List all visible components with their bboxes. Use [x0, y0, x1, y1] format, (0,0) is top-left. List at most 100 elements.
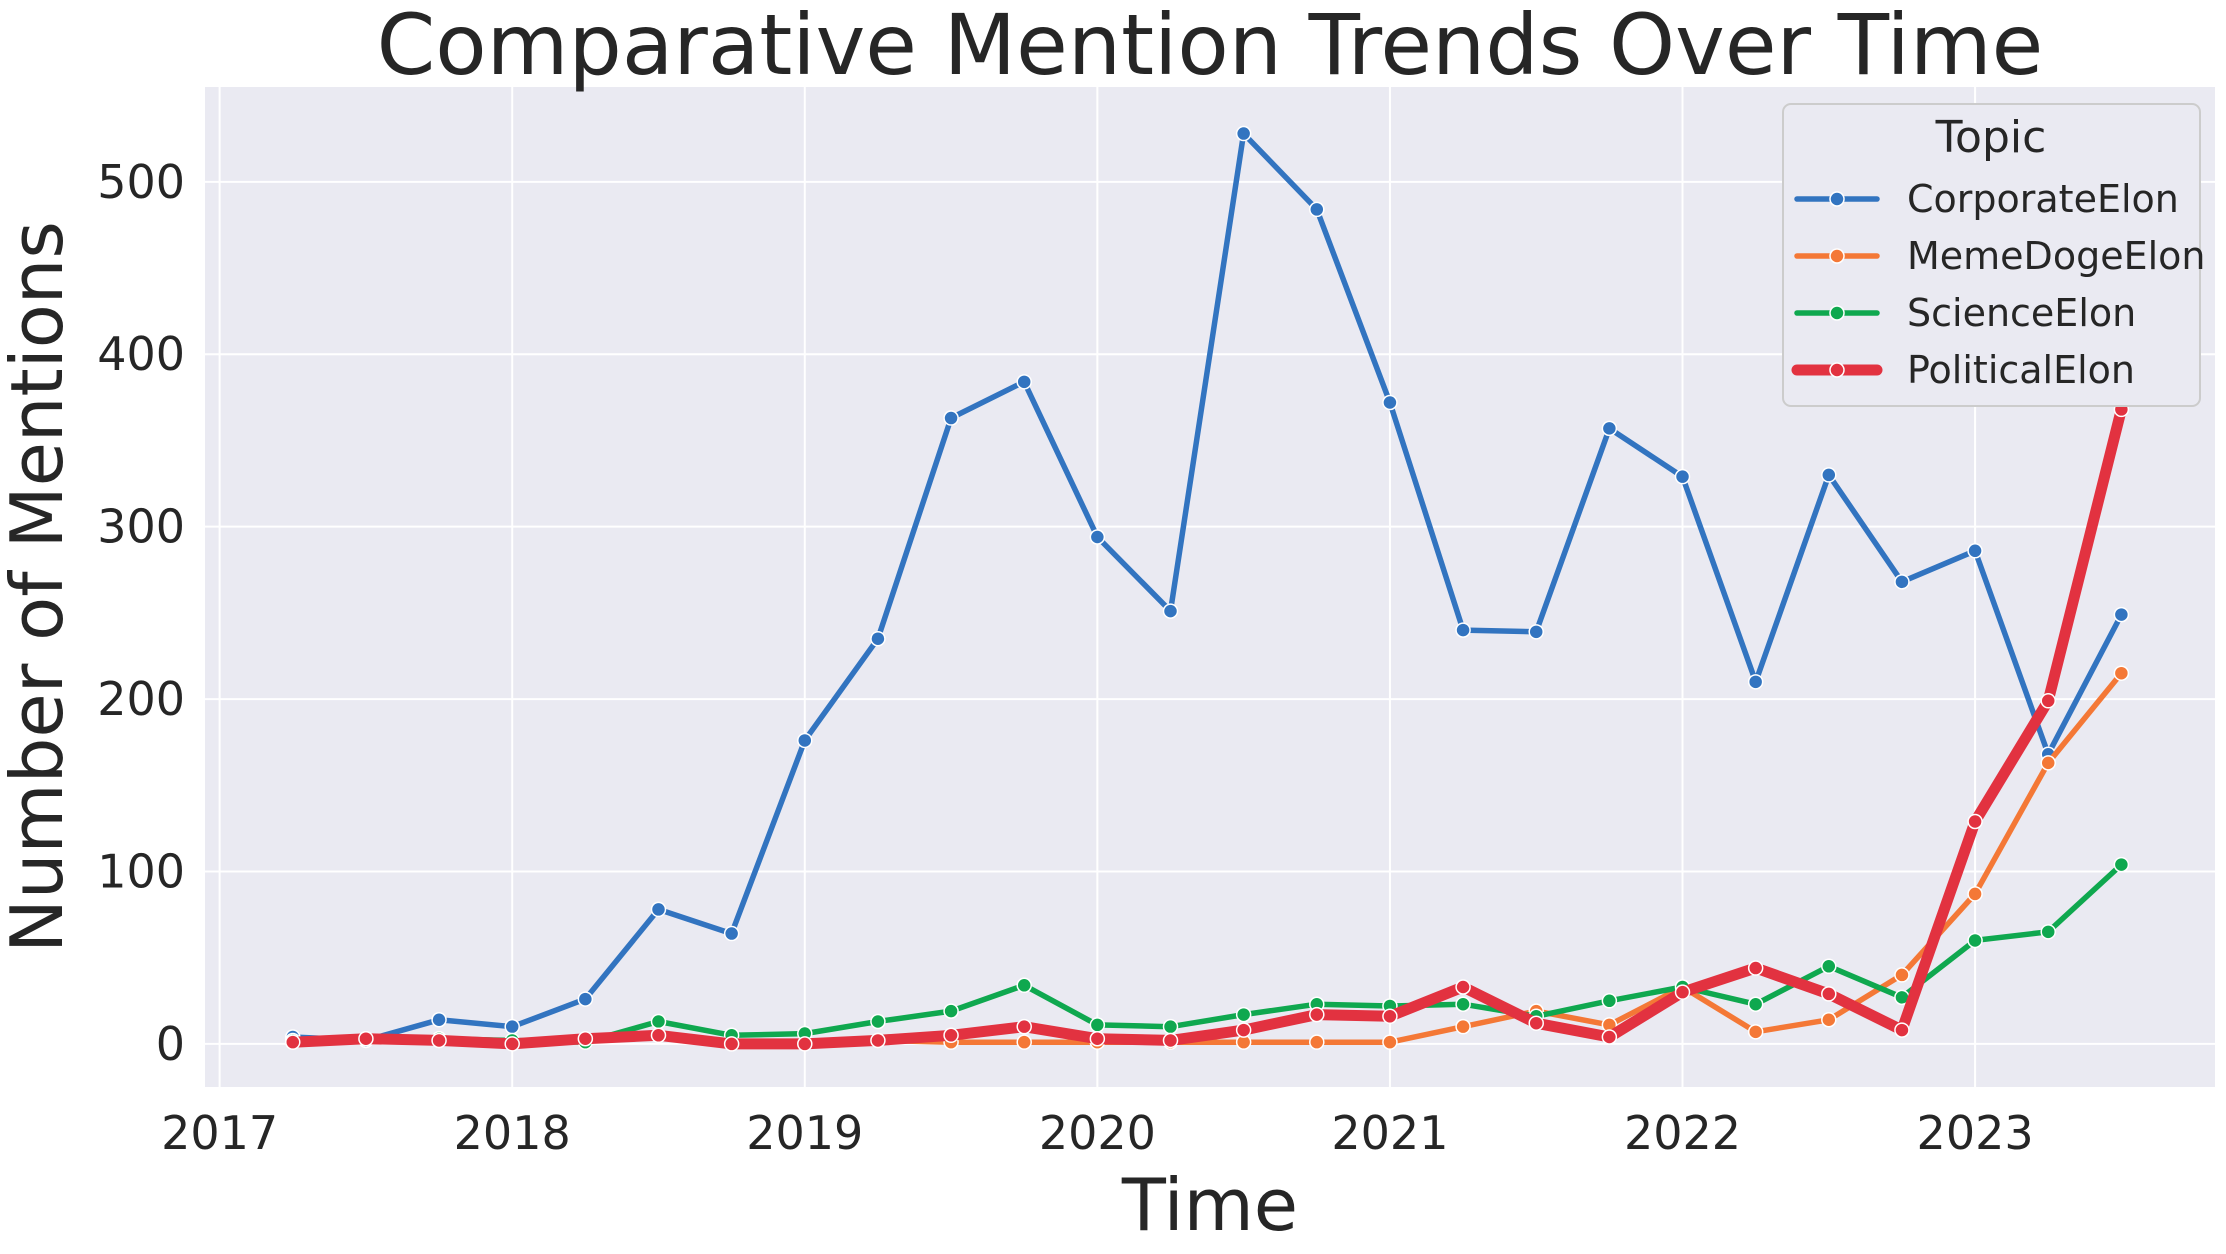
data-point-politicalelon — [431, 1032, 447, 1049]
x-tick-label: 2019 — [746, 1106, 863, 1160]
legend-marker — [1829, 248, 1845, 264]
legend-label: CorporateElon — [1907, 177, 2179, 221]
x-tick-label: 2021 — [1331, 1106, 1448, 1160]
x-tick-label: 2017 — [161, 1106, 278, 1160]
series-line-corporateelon — [290, 130, 2125, 1044]
legend-box — [1782, 103, 2201, 407]
series-politicalelon — [285, 401, 2130, 1052]
data-point-scienceelon — [1601, 993, 1618, 1009]
x-axis-label: Time — [1121, 1163, 1298, 1247]
x-tick-label: 2023 — [1917, 1106, 2034, 1160]
data-point-politicalelon — [1601, 1029, 1618, 1045]
data-point-corporateelon — [1016, 374, 1032, 390]
y-tick-label: 200 — [97, 672, 185, 726]
data-point-corporateelon — [1967, 543, 1983, 559]
data-point-politicalelon — [1674, 984, 1691, 1000]
data-point-corporateelon — [797, 732, 813, 749]
data-point-scienceelon — [1016, 977, 1032, 994]
data-point-corporateelon — [650, 901, 667, 918]
y-tick-label: 0 — [156, 1017, 185, 1071]
data-point-corporateelon — [504, 1018, 520, 1035]
data-point-corporateelon — [1162, 603, 1179, 619]
data-point-politicalelon — [723, 1036, 740, 1052]
data-point-corporateelon — [1528, 624, 1544, 640]
data-point-corporateelon — [1601, 420, 1618, 437]
data-point-corporateelon — [577, 991, 594, 1007]
data-point-scienceelon — [1089, 1017, 1106, 1033]
data-point-corporateelon — [2113, 606, 2130, 623]
data-point-memedogeelon — [1967, 886, 1983, 902]
x-tick-label: 2022 — [1624, 1106, 1741, 1160]
y-tick-label: 500 — [97, 155, 185, 209]
data-point-memedogeelon — [1382, 1034, 1398, 1050]
tick-labels: 2017 2018 2019 2020 2021 2022 2023 0 100 200 300 40… — [97, 155, 2033, 1160]
data-point-scienceelon — [870, 1013, 886, 1030]
data-point-memedogeelon — [2040, 755, 2056, 771]
data-point-memedogeelon — [1016, 1034, 1032, 1050]
data-point-politicalelon — [943, 1027, 959, 1044]
data-point-corporateelon — [1382, 394, 1398, 411]
data-point-scienceelon — [650, 1013, 667, 1030]
series-layer — [285, 125, 2130, 1052]
legend-marker — [1829, 305, 1845, 321]
data-point-politicalelon — [1382, 1008, 1398, 1025]
legend-item-corporateelon: CorporateElon — [1794, 177, 2179, 221]
legend-title: Topic — [1935, 112, 2047, 163]
data-point-politicalelon — [504, 1036, 520, 1052]
chart-title: Comparative Mention Trends Over Time — [377, 0, 2044, 94]
data-point-scienceelon — [1162, 1018, 1179, 1035]
legend-label: ScienceElon — [1907, 291, 2136, 335]
data-point-politicalelon — [1089, 1030, 1106, 1047]
legend-items: CorporateElon MemeDogeElon ScienceElon Poli… — [1791, 177, 2205, 392]
data-point-politicalelon — [1967, 813, 1983, 830]
data-point-corporateelon — [1674, 468, 1691, 485]
data-point-memedogeelon — [2113, 665, 2130, 681]
data-point-politicalelon — [1309, 1006, 1325, 1023]
legend-label: PoliticalElon — [1907, 348, 2135, 392]
data-point-corporateelon — [431, 1012, 447, 1028]
legend-item-memedogeelon: MemeDogeElon — [1794, 234, 2205, 278]
data-point-politicalelon — [577, 1030, 594, 1047]
data-point-politicalelon — [1894, 1022, 1910, 1038]
data-point-corporateelon — [1821, 467, 1837, 483]
data-point-scienceelon — [1235, 1006, 1252, 1023]
y-tick-label: 400 — [97, 327, 185, 381]
data-point-politicalelon — [1821, 986, 1837, 1002]
data-point-politicalelon — [285, 1034, 301, 1050]
data-point-politicalelon — [1235, 1022, 1252, 1038]
data-point-scienceelon — [1455, 996, 1471, 1012]
x-tick-label: 2018 — [454, 1106, 571, 1160]
data-point-corporateelon — [1455, 622, 1471, 638]
data-point-politicalelon — [358, 1030, 374, 1047]
legend-item-politicalelon: PoliticalElon — [1791, 348, 2135, 392]
data-point-politicalelon — [797, 1036, 813, 1052]
series-line-politicalelon — [287, 403, 2127, 1050]
data-point-scienceelon — [2040, 924, 2056, 940]
data-point-politicalelon — [1747, 960, 1764, 976]
data-point-corporateelon — [1747, 674, 1764, 690]
data-point-politicalelon — [1016, 1018, 1032, 1035]
legend: Topic CorporateElon MemeDogeElon ScienceEl… — [1782, 103, 2205, 407]
data-point-corporateelon — [943, 410, 959, 426]
legend-marker — [1829, 362, 1845, 378]
data-point-corporateelon — [1089, 529, 1106, 545]
data-point-politicalelon — [870, 1032, 886, 1049]
x-tick-label: 2020 — [1039, 1106, 1156, 1160]
data-point-politicalelon — [1162, 1032, 1179, 1049]
data-point-memedogeelon — [1455, 1018, 1471, 1035]
data-point-scienceelon — [943, 1003, 959, 1019]
data-point-scienceelon — [1747, 996, 1764, 1012]
data-point-memedogeelon — [1821, 1012, 1837, 1028]
data-point-politicalelon — [1528, 1015, 1544, 1031]
data-point-corporateelon — [1894, 574, 1910, 590]
data-point-scienceelon — [1821, 958, 1837, 975]
data-point-corporateelon — [1235, 125, 1252, 142]
legend-label: MemeDogeElon — [1907, 234, 2205, 278]
data-point-scienceelon — [1967, 932, 1983, 949]
data-point-scienceelon — [2113, 856, 2130, 873]
data-point-politicalelon — [2040, 693, 2056, 709]
data-point-politicalelon — [1455, 979, 1471, 995]
legend-item-scienceelon: ScienceElon — [1794, 291, 2136, 335]
